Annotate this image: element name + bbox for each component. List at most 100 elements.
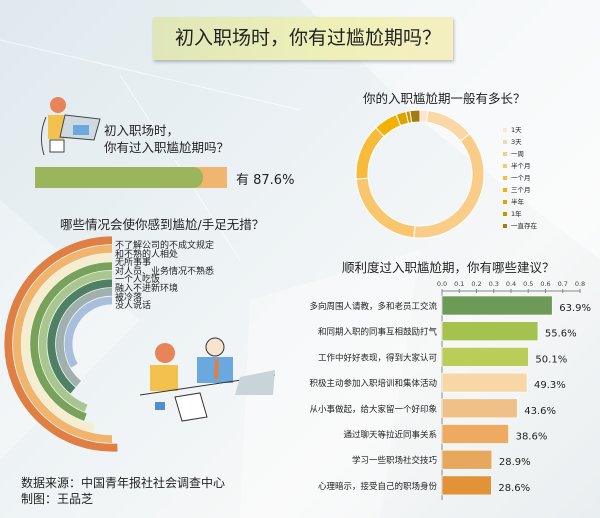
legend-label: 1年 (511, 210, 522, 218)
radial-bar (64, 296, 113, 368)
bar (441, 449, 493, 470)
radial-bar (56, 288, 113, 387)
x-tick-label: 0.5 (523, 280, 533, 288)
question1-text: 初入职场时， 你有过入职尴尬期吗？ (104, 122, 229, 156)
suggestions-bar-chart: 0.0 0.1 0.2 0.3 0.4 0.5 0.6 0.7 0.8 多向周围人请教，多和老员工… (309, 280, 591, 500)
donut-slice (355, 177, 416, 239)
data-source: 数据来源：中国青年报社社会调查中心 (21, 476, 226, 490)
legend-swatch (503, 164, 507, 168)
legend-swatch (503, 140, 507, 144)
value-label: 28.6% (498, 483, 530, 494)
question1-line1: 初入职场时， (104, 123, 180, 138)
author-credit: 制图：王品芝 (21, 492, 94, 506)
legend-swatch (503, 128, 507, 132)
duration-donut-chart (355, 109, 485, 239)
x-tick-label: 0.1 (454, 280, 464, 288)
radial-label: 被冷落 (115, 292, 143, 303)
legend-swatch (503, 212, 507, 216)
radial-bar (4, 236, 118, 452)
legend-label: 半个月 (511, 162, 531, 170)
radial-bar (47, 279, 113, 394)
legend-swatch (503, 152, 507, 156)
legend-swatch (503, 224, 507, 228)
bar (441, 372, 528, 393)
bar (441, 475, 492, 496)
bar (441, 321, 539, 342)
footer: 数据来源：中国青年报社社会调查中心 制图：王品芝 (21, 475, 225, 507)
bar (441, 347, 529, 367)
radial-bar (13, 245, 113, 443)
legend-label: 3天 (511, 138, 522, 146)
legend-item: 半年 (503, 196, 537, 208)
legend-item: 一直存在 (503, 220, 537, 232)
category-label: 学习一些职场社交技巧 (352, 455, 438, 466)
value-label: 49.3% (534, 380, 566, 391)
radial-title: 哪些情况会使你感到尴尬/手足无措？ (60, 217, 265, 232)
radial-label: 一个人吃饭 (115, 275, 161, 286)
legend-label: 1天 (511, 126, 522, 134)
bar (441, 295, 553, 316)
value-label: 28.9% (499, 457, 531, 468)
legend-item: 1天 (503, 124, 537, 136)
page-title-banner: 初入职场时，你有过尴尬期吗？ (153, 17, 453, 60)
x-tick-label: 0.7 (558, 280, 568, 288)
value-label: 38.6% (516, 432, 548, 443)
bar (441, 424, 509, 444)
legend-label: 三个月 (511, 186, 531, 194)
donut-title: 你的入职尴尬期一般有多长？ (363, 91, 526, 106)
legend-item: 三个月 (503, 184, 537, 196)
legend-label: 半年 (511, 198, 524, 206)
question1-progress-bar (35, 167, 227, 188)
legend-swatch (503, 200, 507, 204)
radial-bar (30, 262, 113, 421)
legend-item: 3天 (503, 136, 537, 148)
radial-label: 融入不进新环境 (115, 283, 179, 294)
radial-labels: 不了解公司的不成文规定 和不熟的人相处 无所事事 对人员、业务情况不熟悉 一个人吃饭 融入… (115, 242, 214, 311)
radial-label: 对人员、业务情况不熟悉 (115, 266, 215, 277)
x-tick-label: 0.3 (489, 280, 499, 288)
radial-label: 没人说话 (115, 301, 152, 312)
category-label: 积极主动参加入职培训和集体活动 (309, 378, 437, 389)
x-tick-label: 0.8 (575, 280, 585, 288)
legend-swatch (503, 176, 507, 180)
radial-label: 无所事事 (115, 258, 152, 269)
question1-answer-label: 有 87.6% (236, 173, 295, 188)
x-tick-label: 0.6 (540, 280, 550, 288)
legend-item: 1年 (503, 208, 537, 220)
woman-at-laptop-illustration (40, 97, 101, 156)
x-tick-label: 0.2 (471, 280, 481, 288)
radial-bar (21, 253, 113, 433)
legend-label: 一个月 (511, 174, 531, 182)
bar-chart-title: 顺利度过入职尴尬期，你有哪些建议？ (342, 260, 555, 275)
category-label: 心理暗示，接受自己的职场身份 (318, 481, 438, 492)
awkward-situations-radial-chart (4, 236, 118, 452)
category-label: 多向周围人请教，多和老员工交流 (309, 301, 437, 312)
category-label: 工作中好好表现，得到大家认可 (318, 352, 438, 363)
donut-slice (355, 126, 385, 180)
page-title: 初入职场时，你有过尴尬期吗？ (175, 27, 442, 49)
x-tick-label: 0.4 (506, 280, 516, 288)
donut-slice (409, 109, 421, 124)
radial-bar (38, 270, 113, 412)
legend-label: 一直存在 (511, 222, 537, 230)
value-label: 50.1% (535, 354, 567, 365)
radial-label: 和不熟的人相处 (115, 249, 179, 260)
category-label: 从小事做起，给大家留一个好印象 (309, 404, 437, 415)
legend-item: 一个月 (503, 172, 537, 184)
category-label: 通过聊天等拉近同事关系 (343, 430, 437, 441)
value-label: 55.6% (545, 329, 577, 340)
bar (441, 398, 518, 419)
legend-item: 半个月 (503, 160, 537, 172)
donut-slice (426, 109, 471, 142)
legend-swatch (503, 188, 507, 192)
question1-line2: 你有过入职尴尬期吗？ (104, 140, 230, 155)
legend-label: 一周 (511, 150, 524, 158)
progress-fill (35, 167, 204, 188)
value-label: 63.9% (559, 303, 591, 314)
category-label: 和同期入职的同事互相鼓励打气 (318, 327, 438, 338)
x-tick-label: 0.0 (437, 280, 447, 288)
legend-item: 一周 (503, 148, 537, 160)
donut-slice (413, 132, 485, 239)
radial-label: 不了解公司的不成文规定 (115, 241, 215, 251)
office-conversation-illustration (139, 337, 276, 422)
